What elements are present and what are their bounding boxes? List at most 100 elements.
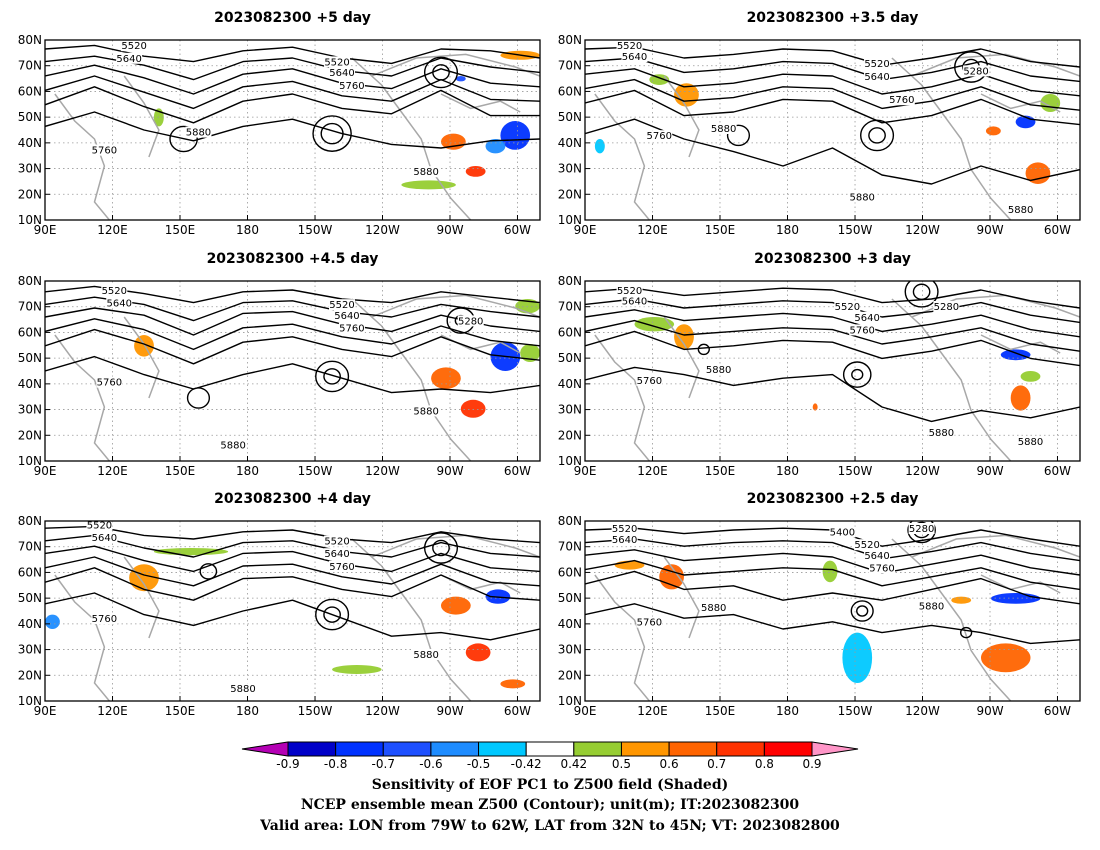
- colorbar-swatch: [668, 741, 718, 757]
- coastline: [351, 57, 472, 220]
- sensitivity-shade: [1025, 162, 1051, 184]
- contour-label-bg: [413, 649, 440, 660]
- lat-tick-label: 50N: [558, 351, 582, 365]
- lon-tick-label: 180: [236, 223, 259, 237]
- contour-label: 5760: [92, 614, 117, 625]
- contour-label: 5880: [413, 650, 438, 661]
- sensitivity-shade: [465, 166, 486, 177]
- coastline: [663, 316, 700, 399]
- lon-tick-label: 150E: [705, 464, 736, 478]
- sensitivity-shade: [951, 596, 972, 604]
- contour-label-bg: [185, 126, 212, 138]
- sensitivity-shade: [981, 643, 1031, 673]
- contour-label: 5760: [889, 95, 914, 106]
- z500-closed-contour: [312, 115, 352, 152]
- contour-label-bg: [888, 94, 915, 106]
- sensitivity-shade: [431, 367, 461, 390]
- lat-tick-label: 80N: [558, 274, 582, 288]
- lat-tick-label: 20N: [18, 428, 42, 442]
- sensitivity-shade: [455, 76, 466, 82]
- lon-tick-label: 60W: [504, 464, 531, 478]
- lat-tick-label: 70N: [18, 540, 42, 554]
- contour-label: 5640: [622, 52, 647, 63]
- contour-label: 5520: [329, 300, 354, 311]
- contour-label-bg: [646, 130, 673, 142]
- coastline: [123, 316, 160, 399]
- coastline: [54, 334, 110, 461]
- contour-label-bg: [457, 315, 484, 327]
- lon-tick-label: 60W: [1044, 223, 1071, 237]
- contour-label-bg: [963, 65, 990, 77]
- contour-label-bg: [864, 550, 891, 561]
- lat-tick-label: 60N: [558, 325, 582, 339]
- colorbar-swatch: [525, 741, 575, 757]
- contour-label: 5640: [864, 72, 889, 83]
- colorbar-swatch: [335, 741, 384, 757]
- contour-label: 5520: [854, 540, 879, 551]
- coastline: [440, 93, 521, 113]
- sensitivity-shade: [520, 344, 540, 362]
- contour-label: 5640: [116, 54, 141, 65]
- contour-label-bg: [324, 56, 351, 68]
- z500-closed-contour: [323, 606, 341, 623]
- z500-contour: [585, 309, 1080, 338]
- lat-tick-label: 30N: [558, 643, 582, 657]
- contour-label: 5880: [413, 406, 438, 417]
- contour-label: 5520: [617, 41, 642, 52]
- lat-tick-label: 50N: [558, 110, 582, 124]
- colorbar-tick-label: -0.42: [511, 757, 542, 771]
- panel-title: 2023082300 +2.5 day: [747, 491, 919, 507]
- lon-tick-label: 90E: [574, 704, 597, 718]
- contour-label-bg: [636, 616, 663, 628]
- z500-contour: [45, 545, 540, 573]
- colorbar-swatch: [763, 741, 813, 757]
- contour-label-bg: [220, 439, 247, 451]
- lon-tick-label: 150W: [298, 464, 333, 478]
- z500-closed-contour: [697, 343, 710, 356]
- sensitivity-shade: [1020, 371, 1041, 382]
- contour-label: 5880: [1018, 437, 1043, 448]
- contour-label-bg: [636, 374, 663, 386]
- contour-label: 5760: [869, 564, 894, 575]
- map-frame: [44, 280, 541, 462]
- contour-label-bg: [338, 322, 365, 334]
- lat-tick-label: 10N: [558, 454, 582, 468]
- colorbar-min-arrow: [241, 741, 289, 757]
- sensitivity-shade: [1010, 385, 1031, 411]
- colorbar-tick-label: 0.5: [612, 757, 631, 771]
- contour-label: 5520: [835, 302, 860, 313]
- panel-title: 2023082300 +3.5 day: [747, 10, 919, 26]
- coastline: [911, 53, 1080, 77]
- z500-contour: [45, 86, 540, 124]
- contour-label-bg: [616, 284, 643, 296]
- z500-closed-contour: [315, 598, 350, 631]
- lon-tick-label: 120W: [365, 223, 400, 237]
- contour-label: 5880: [711, 124, 736, 135]
- lat-tick-label: 40N: [18, 617, 42, 631]
- caption-line-3: Valid area: LON from 79W to 62W, LAT fro…: [259, 818, 840, 834]
- contour-label-bg: [918, 600, 945, 612]
- lat-tick-label: 70N: [18, 59, 42, 73]
- contour-label: 5520: [324, 537, 349, 548]
- z500-closed-contour: [423, 532, 459, 564]
- contour-label: 5760: [637, 376, 662, 387]
- colorbar-tick-label: -0.7: [372, 757, 395, 771]
- lat-tick-label: 70N: [18, 300, 42, 314]
- contour-label-bg: [864, 58, 891, 70]
- map-frame: [584, 39, 1081, 221]
- contour-label-bg: [413, 166, 440, 178]
- coastline: [594, 334, 650, 461]
- contour-label-bg: [710, 123, 737, 134]
- contour-label: 5640: [864, 551, 889, 562]
- contour-label-bg: [933, 301, 960, 312]
- colorbar-tick-label: 0.7: [707, 757, 726, 771]
- contour-label: 5280: [458, 316, 483, 327]
- lon-tick-label: 60W: [1044, 464, 1071, 478]
- z500-closed-contour: [169, 125, 198, 153]
- z500-closed-contour: [323, 368, 341, 385]
- z500-contour: [45, 355, 540, 394]
- contour-label: 5880: [220, 441, 245, 452]
- coastline: [351, 538, 472, 701]
- colorbar-tick-label: 0.42: [560, 757, 587, 771]
- contour-label-bg: [324, 535, 351, 547]
